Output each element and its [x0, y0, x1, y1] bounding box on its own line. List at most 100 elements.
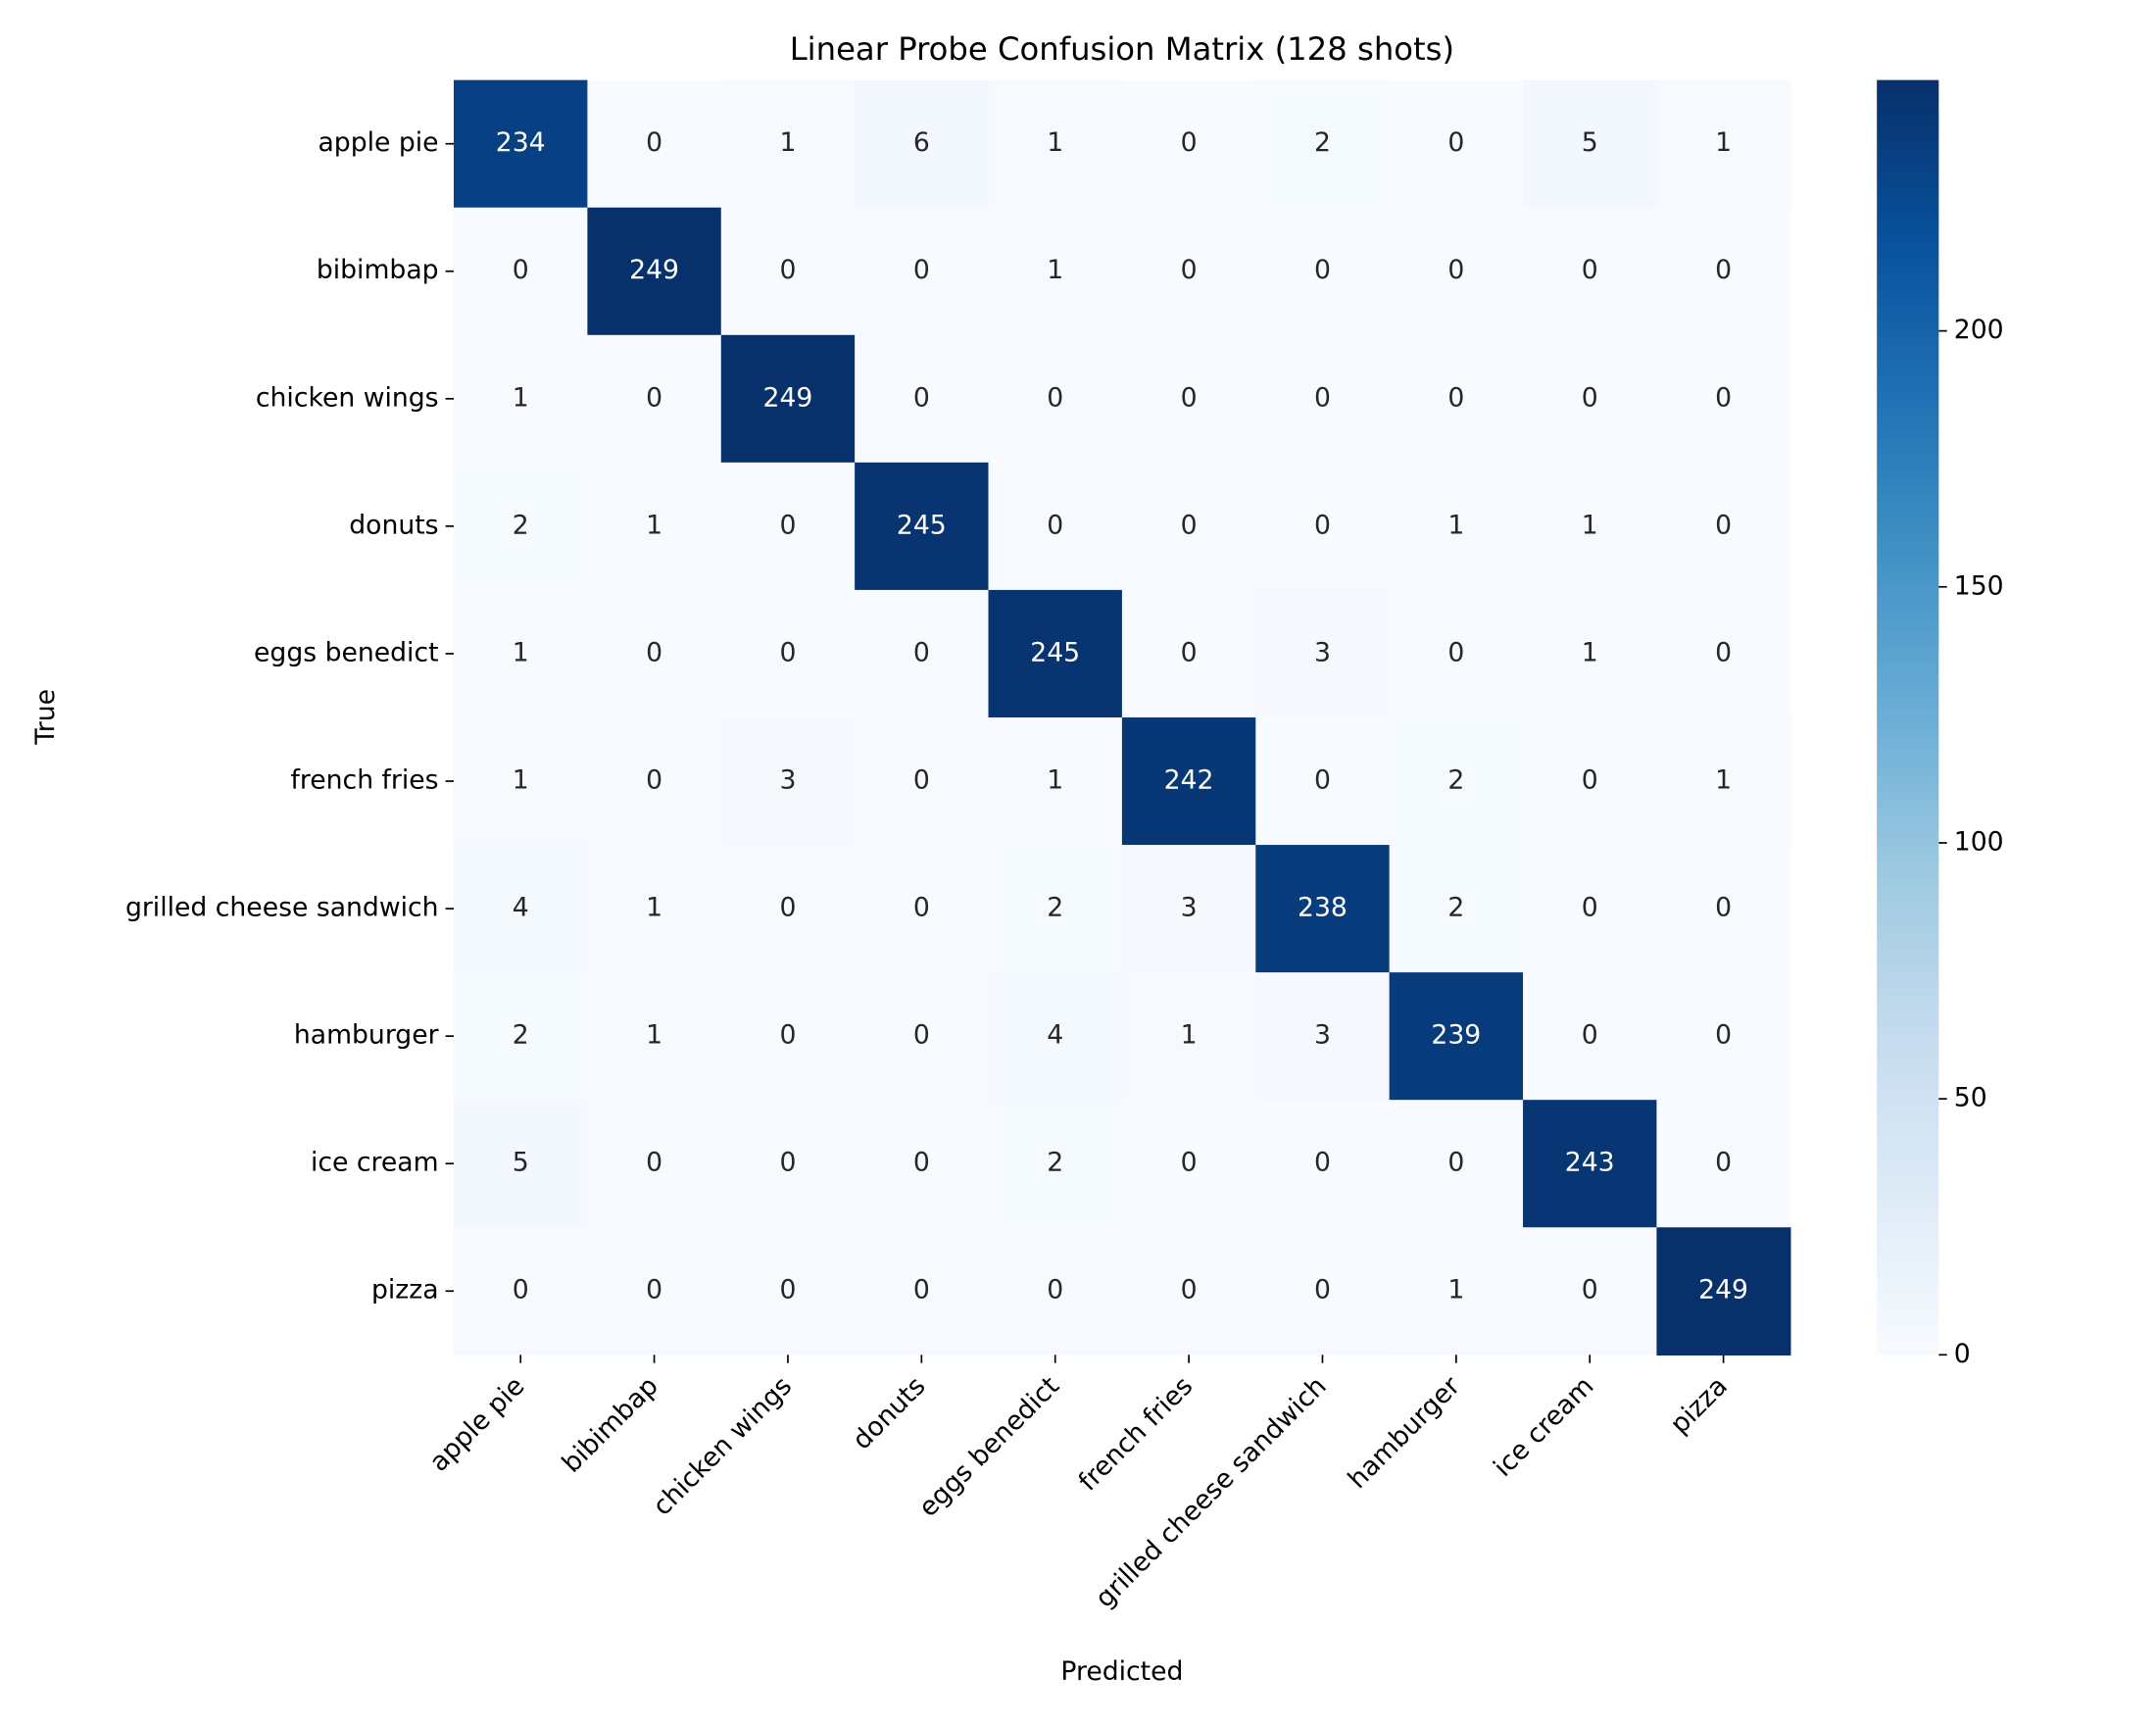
- heatmap-cell: [587, 845, 722, 973]
- x-axis-label: Predicted: [1060, 1656, 1183, 1687]
- heatmap-cell: [1121, 79, 1256, 209]
- heatmap-cell: [988, 79, 1123, 209]
- cell-label: 0: [913, 1020, 930, 1051]
- cell-label: 1: [1582, 637, 1598, 667]
- cell-label: 4: [513, 893, 529, 923]
- heatmap-cell: [587, 334, 722, 464]
- heatmap-cell: [1656, 334, 1791, 464]
- cell-label: 0: [1314, 1275, 1331, 1306]
- heatmap-cell: [454, 845, 589, 973]
- heatmap-cell: [1523, 589, 1658, 718]
- heatmap-cell: [587, 1227, 722, 1355]
- y-tick-label: pizza: [371, 1275, 439, 1306]
- cell-label: 1: [646, 1020, 662, 1051]
- cell-label: 0: [1314, 382, 1331, 413]
- x-tick-label: pizza: [1664, 1371, 1733, 1440]
- cell-label: 2: [513, 1020, 529, 1051]
- cell-label: 0: [1582, 893, 1598, 923]
- cell-label: 0: [1447, 255, 1464, 285]
- heatmap-cell: [1121, 334, 1256, 464]
- cell-label: 2: [1047, 893, 1063, 923]
- heatmap-cell: [1656, 79, 1791, 209]
- heatmap-cell: [1121, 1227, 1256, 1355]
- cell-label: 1: [513, 382, 529, 413]
- cell-label: 2: [1047, 1148, 1063, 1178]
- heatmap-cell: [454, 334, 589, 464]
- heatmap-cell: [720, 79, 856, 209]
- heatmap-cell: [1121, 207, 1256, 336]
- heatmap-cell: [855, 79, 990, 209]
- cell-label: 0: [1181, 1275, 1198, 1306]
- heatmap-cell: [587, 972, 722, 1101]
- heatmap-cell: [1656, 1227, 1791, 1355]
- heatmap-cell: [720, 972, 856, 1101]
- heatmap-cell: [454, 79, 589, 209]
- heatmap-cell: [1121, 1100, 1256, 1228]
- cell-label: 245: [897, 510, 947, 540]
- cell-label: 249: [629, 255, 679, 285]
- heatmap-cell: [1255, 462, 1391, 591]
- heatmap-cell: [720, 207, 856, 336]
- cell-label: 0: [779, 255, 796, 285]
- heatmap-cell: [988, 1100, 1123, 1228]
- cell-label: 3: [1314, 1020, 1331, 1051]
- heatmap-cell: [988, 589, 1123, 718]
- x-tick-label: hamburger: [1343, 1371, 1466, 1495]
- heatmap-cell: [1523, 1227, 1658, 1355]
- heatmap-cell: [1255, 1227, 1391, 1355]
- heatmap-cell: [1255, 334, 1391, 464]
- cell-label: 6: [913, 127, 930, 158]
- heatmap-cell: [1121, 462, 1256, 591]
- heatmap-cell: [454, 589, 589, 718]
- colorbar-tick-label: 100: [1954, 826, 2004, 857]
- heatmap-cell: [1656, 1100, 1791, 1228]
- heatmap-cell: [855, 589, 990, 718]
- heatmap-cell: [988, 462, 1123, 591]
- heatmap-cell: [1121, 845, 1256, 973]
- cell-label: 1: [1047, 765, 1063, 796]
- heatmap-cell: [988, 207, 1123, 336]
- heatmap-cell: [988, 972, 1123, 1101]
- heatmap-cell: [1656, 589, 1791, 718]
- x-tick-label: donuts: [847, 1371, 931, 1455]
- heatmap-cell: [988, 716, 1123, 846]
- cell-label: 0: [1181, 382, 1198, 413]
- heatmap-cell: [587, 79, 722, 209]
- heatmap-cell: [855, 1100, 990, 1228]
- heatmap-cell: [587, 716, 722, 846]
- cell-label: 0: [913, 382, 930, 413]
- cell-label: 2: [1447, 893, 1464, 923]
- cell-label: 242: [1164, 765, 1214, 796]
- heatmap-cell: [587, 462, 722, 591]
- heatmap-cell: [1389, 334, 1524, 464]
- cell-label: 4: [1047, 1020, 1063, 1051]
- cell-label: 0: [1047, 382, 1063, 413]
- cell-label: 0: [1447, 637, 1464, 667]
- cell-label: 0: [1715, 893, 1732, 923]
- cell-label: 0: [1181, 510, 1198, 540]
- cell-label: 1: [1715, 765, 1732, 796]
- heatmap-cell: [1389, 845, 1524, 973]
- y-tick-label: apple pie: [318, 127, 438, 158]
- cell-label: 0: [1582, 1020, 1598, 1051]
- heatmap-cell: [855, 845, 990, 973]
- heatmap-cell: [454, 1227, 589, 1355]
- heatmap-cell: [1255, 589, 1391, 718]
- cell-label: 0: [913, 255, 930, 285]
- y-tick-label: chicken wings: [256, 382, 439, 413]
- colorbar-tick-label: 150: [1954, 570, 2004, 601]
- heatmap-cell: [1656, 207, 1791, 336]
- cell-label: 2: [1314, 127, 1331, 158]
- cell-label: 245: [1030, 637, 1080, 667]
- cell-label: 0: [1047, 1275, 1063, 1306]
- heatmap-cell: [988, 845, 1123, 973]
- heatmap-cell: [454, 972, 589, 1101]
- heatmap-cell: [1121, 972, 1256, 1101]
- cell-label: 0: [1181, 127, 1198, 158]
- cell-label: 0: [779, 510, 796, 540]
- heatmap-cell: [1389, 972, 1524, 1101]
- cell-label: 0: [779, 1020, 796, 1051]
- cell-label: 0: [646, 382, 662, 413]
- heatmap-cell: [1656, 716, 1791, 846]
